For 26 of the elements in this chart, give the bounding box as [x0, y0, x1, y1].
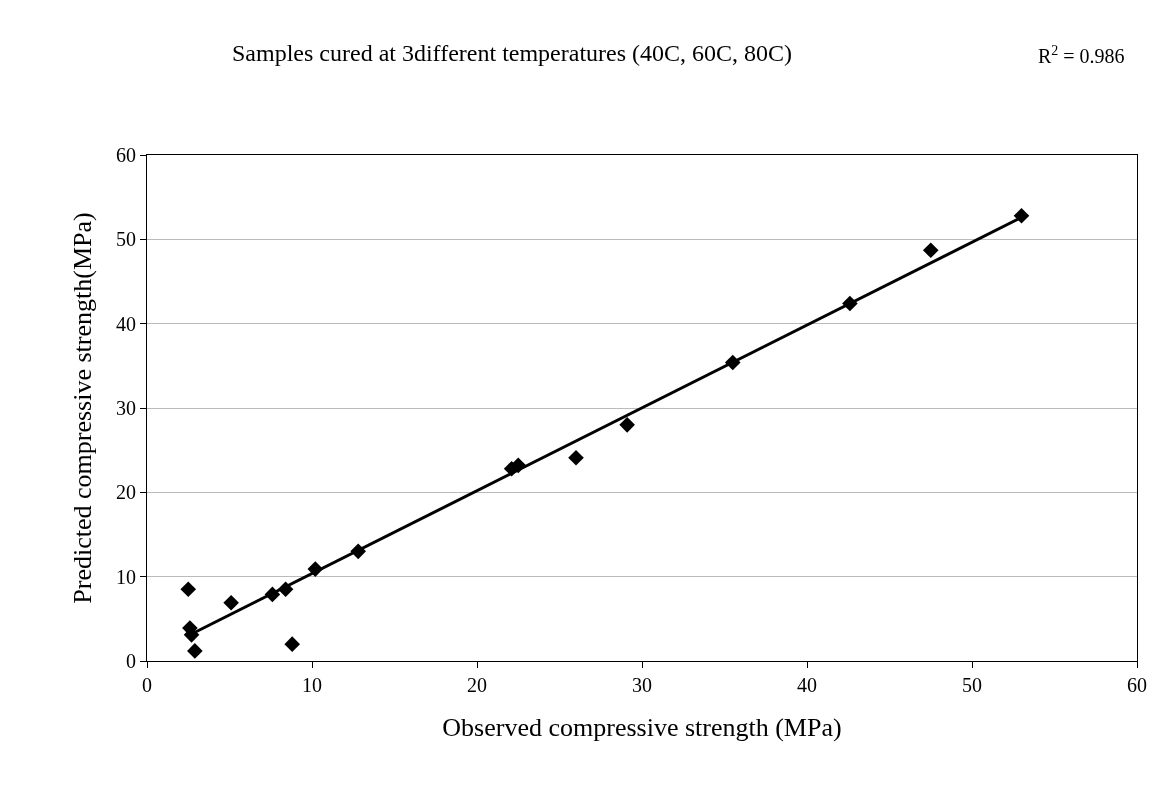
text: R$^{2}$ = 0.986 [1038, 43, 1125, 68]
point [223, 595, 239, 611]
point [284, 636, 300, 652]
y-tick-label: 10 [116, 565, 136, 588]
x-tick-label: 0 [142, 674, 152, 696]
y-axis-title: Predicted compressive strength(MPa) [68, 212, 98, 604]
y-tick-label: 50 [116, 228, 136, 251]
x-tick-label: 60 [1127, 674, 1147, 696]
point [568, 449, 584, 466]
y-tick-label: 60 [116, 144, 136, 166]
point [187, 643, 203, 659]
x-axis-title: Observed compressive strength (MPa) [442, 712, 842, 742]
y-tick-label: 30 [116, 397, 136, 419]
y-tick-label: 20 [116, 481, 136, 504]
x-tick-label: 30 [632, 674, 652, 696]
y-tick-label: 0 [126, 650, 136, 672]
y-tick-label: 40 [116, 312, 136, 335]
x-tick-label: 40 [797, 674, 817, 696]
x-tick-label: 10 [302, 674, 322, 696]
chart-title: Samples cured at 3different temperatures (40C, 60C, 80C) [232, 40, 793, 67]
x-tick-label: 50 [962, 674, 982, 696]
point [619, 417, 635, 433]
point [180, 581, 197, 598]
point [1013, 207, 1030, 224]
point [922, 242, 939, 259]
x-tick-label: 20 [467, 674, 487, 696]
